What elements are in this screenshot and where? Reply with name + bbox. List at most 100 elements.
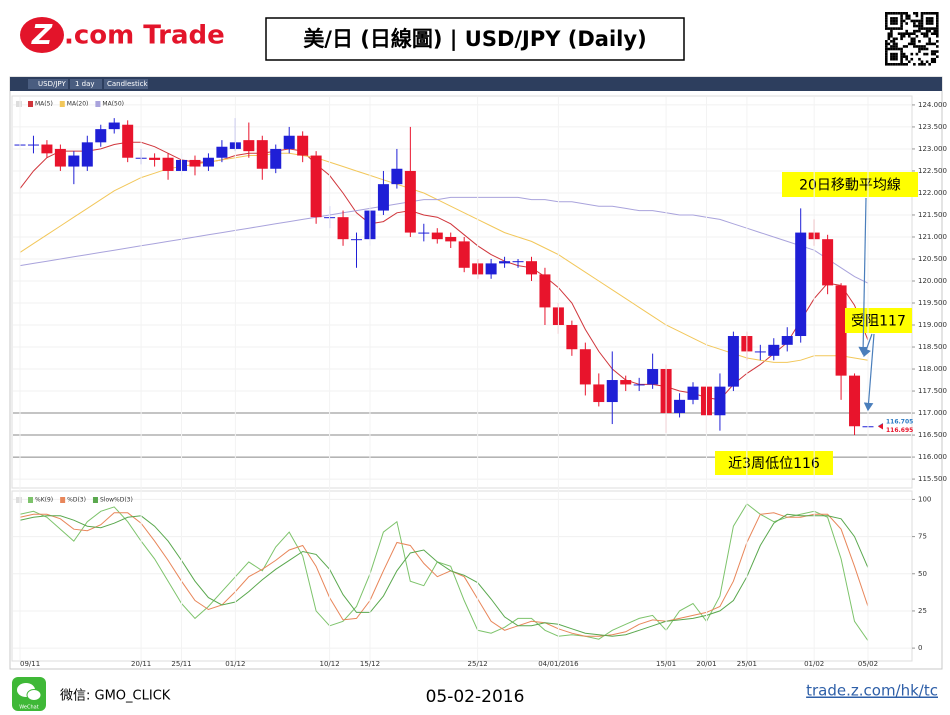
- qr-module: [890, 29, 893, 33]
- qr-module: [905, 57, 908, 61]
- qr-module: [913, 45, 916, 48]
- qr-module: [920, 63, 924, 66]
- qr-module: [905, 32, 908, 35]
- qr-module: [905, 14, 908, 18]
- y-tick-label: 118.500: [918, 343, 947, 351]
- y-tick-label: 75: [918, 533, 927, 541]
- qr-module: [910, 37, 914, 41]
- qr-module: [900, 17, 903, 20]
- series-line: [19, 152, 869, 363]
- qr-module: [928, 22, 931, 25]
- legend-label: MA(20): [67, 101, 89, 108]
- x-tick-label: 20/11: [131, 660, 151, 668]
- qr-module: [920, 14, 924, 18]
- x-tick-label: 01/12: [225, 660, 245, 668]
- qr-module: [892, 57, 896, 61]
- qr-module: [918, 40, 921, 43]
- qr-module: [923, 32, 926, 35]
- qr-module: [925, 47, 929, 51]
- qr-module: [913, 19, 916, 23]
- qr-module: [930, 57, 934, 61]
- annotation-arrow: [863, 333, 875, 412]
- candle-body: [445, 236, 457, 242]
- y-tick-label: 123.000: [918, 145, 947, 153]
- website-link[interactable]: trade.z.com/hk/tc: [806, 682, 938, 700]
- qr-module: [918, 22, 921, 25]
- y-tick-label: 117.500: [918, 387, 947, 395]
- qr-module: [900, 19, 903, 23]
- candle-body: [377, 184, 389, 211]
- qr-module: [907, 42, 911, 46]
- qr-module: [900, 52, 903, 56]
- qr-module: [930, 22, 934, 25]
- interval[interactable]: 1 day: [75, 80, 95, 88]
- legend-toggle: [16, 101, 22, 107]
- y-tick-label: 122.500: [918, 167, 947, 175]
- qr-module: [915, 24, 919, 28]
- qr-module: [930, 17, 934, 20]
- y-tick-label: 120.500: [918, 255, 947, 263]
- qr-module: [915, 14, 919, 18]
- qr-module: [902, 45, 906, 48]
- qr-module: [933, 60, 937, 64]
- qr-module: [900, 57, 903, 61]
- x-tick-label: 15/01: [656, 660, 676, 668]
- interval-button[interactable]: [70, 79, 102, 89]
- qr-module: [887, 42, 891, 46]
- annotation-box: [845, 308, 912, 333]
- qr-module: [923, 45, 926, 48]
- qr-module: [936, 19, 939, 23]
- qr-module: [928, 40, 931, 43]
- qr-module: [895, 47, 898, 51]
- chart-type-button[interactable]: [104, 79, 148, 89]
- qr-module: [925, 12, 929, 15]
- qr-module: [895, 42, 898, 46]
- symbol-button[interactable]: [28, 79, 68, 89]
- candle-body: [593, 384, 605, 403]
- annotation-arrow: [861, 333, 873, 358]
- candle-body: [27, 144, 39, 146]
- qr-module: [930, 32, 934, 35]
- qr-module: [892, 19, 896, 23]
- qr-module: [936, 22, 939, 25]
- qr-module: [920, 24, 924, 28]
- candle-body: [351, 239, 363, 241]
- symbol[interactable]: USD/JPY: [38, 80, 66, 88]
- qr-module: [915, 12, 919, 15]
- qr-module: [892, 40, 896, 43]
- qr-module: [930, 50, 934, 53]
- candle-body: [822, 239, 834, 286]
- logo-text: .com Trade: [64, 21, 225, 51]
- qr-module: [936, 55, 939, 58]
- x-tick-label: 09/11: [20, 660, 40, 668]
- wechat-bubble: [26, 689, 42, 701]
- candle-body: [512, 261, 524, 263]
- candle-body: [68, 155, 80, 167]
- qr-module: [936, 27, 939, 30]
- logo-mark: Z: [31, 18, 53, 51]
- qr-module: [902, 34, 906, 38]
- qr-module: [905, 45, 908, 48]
- candle-body: [539, 274, 551, 308]
- qr-module: [887, 32, 891, 35]
- price-panel: [11, 95, 913, 489]
- qr-module: [902, 52, 906, 56]
- qr-module: [915, 45, 919, 48]
- y-tick-label: 124.000: [918, 101, 947, 109]
- qr-module: [900, 34, 903, 38]
- qr-module: [918, 29, 921, 33]
- qr-module: [920, 12, 924, 15]
- price-marker: [878, 423, 883, 430]
- y-tick-label: 121.000: [918, 233, 947, 241]
- annotation-arrow: [858, 197, 868, 356]
- qr-module: [936, 32, 939, 35]
- qr-module: [907, 17, 911, 20]
- qr-module: [925, 60, 929, 64]
- qr-module: [923, 47, 926, 51]
- series-line: [19, 512, 869, 637]
- qr-module: [885, 19, 888, 23]
- candle-body: [54, 148, 66, 167]
- wechat-id: 微信: GMO_CLICK: [60, 689, 171, 704]
- qr-module: [925, 19, 929, 23]
- chart-type[interactable]: Candlestick: [107, 80, 148, 88]
